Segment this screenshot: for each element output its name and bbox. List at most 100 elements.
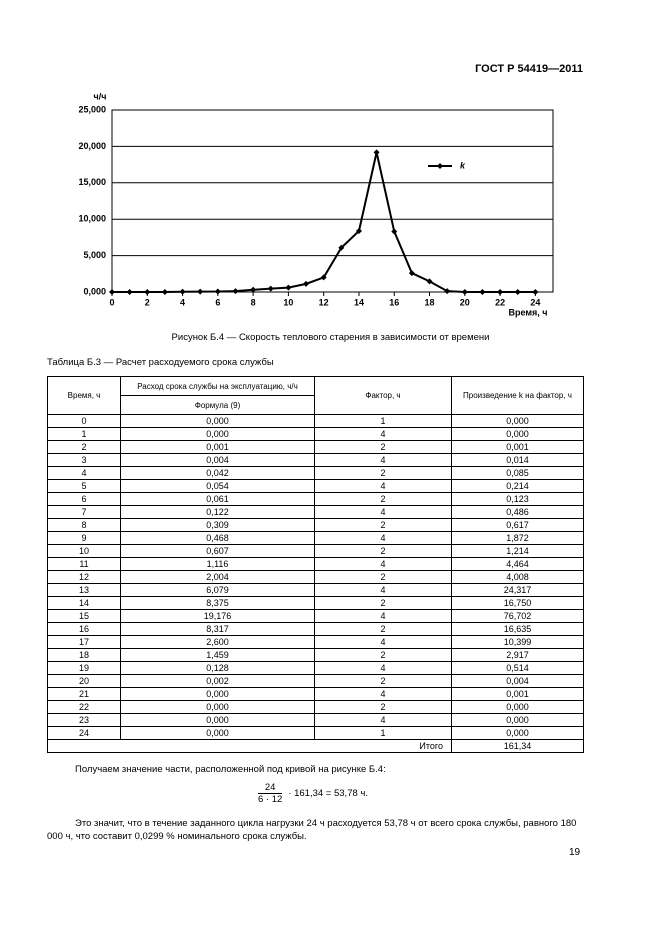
point — [109, 289, 115, 295]
cell: 15 — [47, 609, 121, 623]
cell: 12 — [47, 570, 121, 584]
cell: 4 — [314, 531, 452, 545]
table-title: Таблица Б.3 — Расчет расходуемого срока … — [47, 357, 274, 368]
cell: 0,042 — [120, 466, 315, 480]
plot-frame — [111, 109, 554, 293]
cell: 4 — [314, 557, 452, 571]
cell: 2,004 — [120, 570, 315, 584]
row: 5 0,054 4 0,214 — [47, 479, 584, 493]
cell: 1,872 — [451, 531, 584, 545]
row: 15 19,176 4 76,702 — [47, 609, 584, 623]
cell: 24,317 — [451, 583, 584, 597]
header-cell: Расход срока службы на эксплуатацию, ч/ч — [120, 376, 315, 396]
x-tick-label: 0 — [109, 297, 114, 307]
cell: 0,054 — [120, 479, 315, 493]
cell: 2 — [314, 648, 452, 662]
cell: 0,085 — [451, 466, 584, 480]
cell: 23 — [47, 713, 121, 727]
chart: ч/ч Время, ч 0,000 5,000 10,000 15,000 20,00… — [78, 91, 554, 317]
cell: 4 — [314, 661, 452, 675]
cell: 8 — [47, 518, 121, 532]
point — [214, 288, 221, 295]
y-axis-label: ч/ч — [94, 91, 107, 101]
cell: 14 — [47, 596, 121, 610]
point — [497, 289, 504, 295]
table: Время, ч Расход срока службы на эксплуата… — [47, 376, 584, 753]
cell: 4 — [314, 609, 452, 623]
cell: Итого — [47, 739, 452, 753]
cell: 0,214 — [451, 479, 584, 493]
x-tick-label: 22 — [495, 297, 505, 307]
fraction: 24 6 · 12 — [258, 782, 283, 805]
point — [355, 228, 362, 235]
x-tick-label: 20 — [460, 297, 470, 307]
cell: 13 — [47, 583, 121, 597]
point — [391, 228, 398, 235]
row: 24 0,000 1 0,000 — [47, 726, 584, 740]
cell: 16 — [47, 622, 121, 636]
y-tick-label: 0,000 — [83, 286, 106, 296]
cell: 0,128 — [120, 661, 315, 675]
cell: 1,459 — [120, 648, 315, 662]
cell: 0,309 — [120, 518, 315, 532]
cell: 2 — [314, 440, 452, 454]
cell: 4 — [314, 583, 452, 597]
row: 23 0,000 4 0,000 — [47, 713, 584, 727]
cell: 21 — [47, 687, 121, 701]
cell: 4,008 — [451, 570, 584, 584]
cell: 8,317 — [120, 622, 315, 636]
header-cell: Фактор, ч — [314, 376, 452, 415]
x-tick-label: 2 — [145, 297, 150, 307]
row: 8 0,309 2 0,617 — [47, 518, 584, 532]
cell: 10 — [47, 544, 121, 558]
paragraph: Это значит, что в течение заданного цикл… — [47, 818, 577, 842]
row: 4 0,042 2 0,085 — [47, 466, 584, 480]
cell: 1 — [314, 726, 452, 740]
cell: 3 — [47, 453, 121, 467]
figure-caption: Рисунок Б.4 — Скорость теплового старени… — [171, 332, 490, 343]
cell: 0,002 — [120, 674, 315, 688]
x-tick-label: 18 — [425, 297, 435, 307]
cell: 2 — [314, 622, 452, 636]
x-tick-label: 14 — [354, 297, 364, 307]
legend-marker — [437, 163, 443, 169]
cell: 2,600 — [120, 635, 315, 649]
cell: 0,000 — [120, 414, 315, 428]
cell: 0,617 — [451, 518, 584, 532]
point — [144, 288, 151, 295]
cell: 0,000 — [451, 726, 584, 740]
row: 12 2,004 2 4,008 — [47, 570, 584, 584]
cell: 1,214 — [451, 544, 584, 558]
x-tick-label: 16 — [389, 297, 399, 307]
x-tick-label: 10 — [283, 297, 293, 307]
x-tick-label: 8 — [251, 297, 256, 307]
row: 0 0,000 1 0,000 — [47, 414, 584, 428]
y-tick-label: 25,000 — [78, 104, 106, 114]
row: 21 0,000 4 0,001 — [47, 687, 584, 701]
point — [479, 289, 486, 295]
cell: 2 — [314, 466, 452, 480]
point — [426, 278, 433, 285]
cell: 0,000 — [120, 427, 315, 441]
point — [267, 285, 274, 292]
point — [320, 274, 327, 281]
cell: 8,375 — [120, 596, 315, 610]
total-row: Итого 161,34 — [47, 739, 584, 753]
cell: 0,000 — [120, 713, 315, 727]
cell: 4 — [314, 635, 452, 649]
cell: 2 — [314, 492, 452, 506]
row: 22 0,000 2 0,000 — [47, 700, 584, 714]
cell: 22 — [47, 700, 121, 714]
cell: 17 — [47, 635, 121, 649]
cell: 10,399 — [451, 635, 584, 649]
cell: 0,123 — [451, 492, 584, 506]
row: 16 8,317 2 16,635 — [47, 622, 584, 636]
point — [161, 288, 168, 295]
cell: 11 — [47, 557, 121, 571]
cell: 16,635 — [451, 622, 584, 636]
cell: 0,000 — [451, 713, 584, 727]
header: ГОСТ Р 54419—2011 — [475, 63, 583, 75]
x-tick-label: 4 — [180, 297, 185, 307]
cell: 0,514 — [451, 661, 584, 675]
